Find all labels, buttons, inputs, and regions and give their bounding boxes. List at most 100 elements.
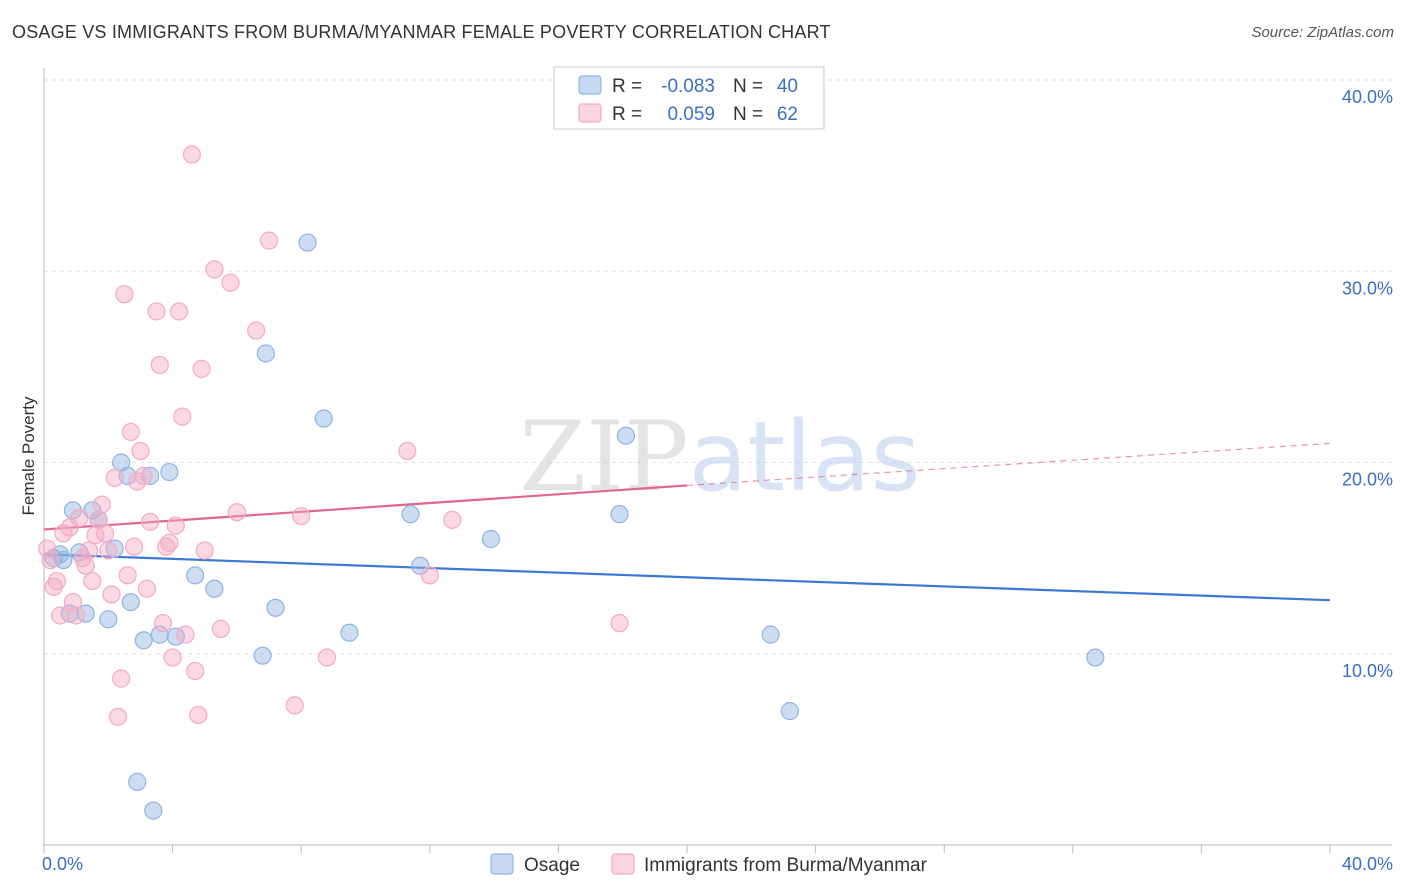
point-s1-41 (176, 625, 195, 644)
y-tick-label-0: 10.0% (1342, 661, 1393, 681)
legend-r-value-burma: 0.059 (667, 104, 715, 125)
point-s1-59 (610, 614, 629, 633)
point-s1-46 (195, 541, 214, 560)
point-s1-23 (115, 285, 134, 304)
point-s1-0 (38, 539, 57, 558)
point-s0-30 (411, 556, 430, 575)
point-s1-52 (259, 231, 279, 250)
point-s1-56 (398, 441, 417, 461)
point-s1-53 (285, 696, 304, 715)
point-s0-35 (780, 702, 799, 721)
x-tick-label-1: 40.0% (1342, 854, 1393, 874)
point-s1-45 (192, 359, 211, 378)
point-s1-24 (118, 566, 137, 585)
point-s0-15 (134, 631, 153, 650)
point-s1-37 (163, 648, 182, 667)
grid-lines (44, 79, 1392, 655)
point-s0-29 (401, 505, 420, 524)
legend-r-value-osage: -0.083 (661, 76, 715, 97)
point-s0-32 (610, 505, 629, 524)
point-s1-47 (205, 260, 224, 279)
bottom-legend-swatch-burma (611, 853, 635, 875)
point-s1-2 (44, 577, 63, 596)
legend-swatch-burma (578, 103, 602, 123)
point-s0-2 (54, 550, 73, 570)
legend-n-label-osage: N = (733, 76, 763, 97)
point-s0-17 (144, 801, 163, 820)
point-s1-3 (47, 571, 66, 591)
point-s1-6 (60, 518, 79, 537)
point-s1-57 (420, 566, 439, 585)
axes (43, 68, 1392, 853)
point-s1-25 (121, 422, 140, 441)
chart-source: Source: ZipAtlas.com (1251, 24, 1394, 41)
legend-n-value-osage: 40 (777, 76, 798, 97)
point-s1-9 (70, 508, 89, 528)
point-s0-28 (340, 623, 359, 642)
point-s1-22 (112, 669, 131, 688)
point-s0-24 (256, 344, 275, 363)
point-s1-18 (99, 541, 118, 560)
point-s1-20 (105, 468, 124, 487)
point-s1-12 (79, 541, 99, 560)
watermark: ZIPatlas (519, 401, 920, 513)
point-s0-33 (616, 426, 636, 445)
y-tick-label-3: 40.0% (1342, 87, 1393, 107)
point-s1-8 (67, 606, 86, 625)
point-s1-49 (221, 273, 240, 292)
trend-line-0 (43, 553, 1331, 602)
point-s0-27 (314, 409, 333, 428)
point-s0-25 (266, 598, 285, 617)
point-s0-23 (253, 646, 272, 665)
legend: R = -0.083 N = 40 R = 0.059 N = 62 (553, 66, 825, 130)
watermark-text: ZIPatlas (519, 401, 920, 513)
point-s1-29 (134, 466, 153, 485)
point-s1-4 (50, 606, 70, 625)
trend-lines (43, 442, 1331, 602)
point-s1-21 (108, 707, 128, 726)
point-s1-44 (189, 705, 208, 725)
point-s1-7 (63, 593, 83, 612)
bottom-legend-burma: Immigrants from Burma/Myanmar (644, 855, 928, 876)
point-s1-13 (83, 571, 102, 591)
point-s0-13 (121, 593, 140, 612)
point-s1-48 (211, 619, 230, 638)
point-s1-28 (131, 441, 150, 461)
point-s0-22 (205, 579, 224, 598)
point-s1-54 (292, 506, 311, 526)
point-s1-1 (41, 550, 60, 570)
point-s0-18 (150, 625, 169, 644)
point-s0-10 (105, 539, 124, 558)
legend-r-label-burma: R = (612, 104, 642, 125)
point-s0-9 (99, 610, 118, 629)
point-s1-50 (227, 503, 246, 522)
point-s0-14 (128, 772, 147, 791)
point-s1-51 (247, 321, 266, 340)
point-s1-43 (186, 661, 205, 681)
y-tick-label-2: 30.0% (1342, 278, 1393, 298)
point-s1-11 (76, 556, 95, 575)
point-s0-31 (481, 529, 500, 549)
point-s1-31 (140, 512, 160, 531)
point-s0-36 (1086, 648, 1105, 667)
trend-line-ext-1 (686, 442, 1331, 487)
bottom-legend: Osage Immigrants from Burma/Myanmar (490, 853, 928, 876)
point-s1-32 (147, 302, 166, 321)
bottom-legend-swatch-osage (490, 853, 514, 875)
point-s1-39 (169, 302, 189, 321)
data-points (38, 145, 1105, 820)
point-s0-26 (298, 233, 317, 252)
bottom-legend-osage: Osage (524, 855, 580, 876)
point-s1-19 (102, 585, 121, 604)
point-s1-40 (173, 407, 192, 426)
point-s1-42 (182, 145, 201, 164)
point-s1-17 (95, 524, 115, 543)
point-s1-16 (92, 495, 111, 514)
y-axis-label: Female Poverty (19, 396, 38, 516)
tick-labels: 10.0% 20.0% 30.0% 40.0% 0.0% 40.0% (42, 87, 1393, 874)
point-s1-26 (124, 537, 144, 556)
legend-n-label-burma: N = (733, 104, 763, 125)
point-s0-34 (761, 625, 780, 644)
chart-title: OSAGE VS IMMIGRANTS FROM BURMA/MYANMAR F… (12, 22, 831, 42)
point-s1-30 (137, 579, 156, 598)
